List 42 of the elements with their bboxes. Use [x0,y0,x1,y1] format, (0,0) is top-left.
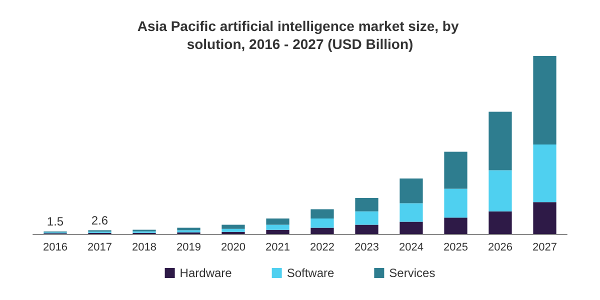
bar [355,211,378,225]
legend-label: Hardware [180,266,232,280]
bar [266,218,290,225]
bar [310,209,334,219]
x-tick-label: 2016 [43,242,68,254]
bar [355,198,378,212]
x-tick-label: 2023 [354,242,379,254]
bar [222,228,245,232]
bar [533,202,556,234]
bar [533,56,556,144]
bar [488,170,512,212]
x-tick-label: 2026 [488,242,512,254]
bar [310,228,334,234]
annotation: 1.5 [46,214,64,229]
bar [444,218,468,234]
bar [400,222,423,234]
x-tick-label: 2019 [176,242,201,254]
x-tick-label: 2027 [532,242,557,254]
legend-label: Software [286,266,335,280]
bar [266,224,290,230]
bar [488,211,512,234]
x-tick-label: 2024 [399,242,424,254]
legend-label: Services [389,266,436,280]
bar [444,188,468,218]
x-tick-label: 2025 [444,242,468,254]
annotation: 2.6 [91,213,108,228]
bar [488,112,512,170]
x-tick-label: 2021 [266,242,290,254]
bar [400,178,423,204]
bar [266,230,290,234]
chart-title: Asia Pacific artificial intelligence market size, by solution, 2016 - 2027 (USD Billion) [137,18,463,52]
x-tick-label: 2017 [88,242,112,254]
bar [222,224,245,229]
bar [533,144,556,202]
bar [400,203,423,222]
x-tick-label: 2020 [221,242,246,254]
x-tick-label: 2018 [132,242,156,254]
bar [310,218,334,228]
x-tick-label: 2022 [310,242,334,254]
bar [177,228,200,230]
bar [444,152,468,189]
bar [355,224,378,234]
